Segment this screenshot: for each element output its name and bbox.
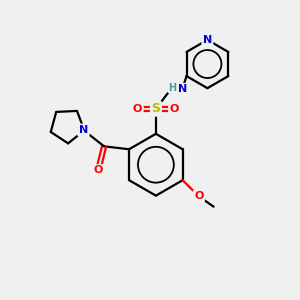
Text: N: N (203, 35, 212, 45)
Text: O: O (169, 104, 179, 114)
Text: S: S (152, 102, 160, 115)
Text: N: N (79, 125, 88, 135)
Text: N: N (79, 125, 88, 135)
Text: O: O (94, 166, 103, 176)
Text: O: O (133, 104, 142, 114)
Text: N: N (178, 84, 187, 94)
Text: H: H (168, 82, 176, 93)
Text: O: O (194, 191, 203, 201)
